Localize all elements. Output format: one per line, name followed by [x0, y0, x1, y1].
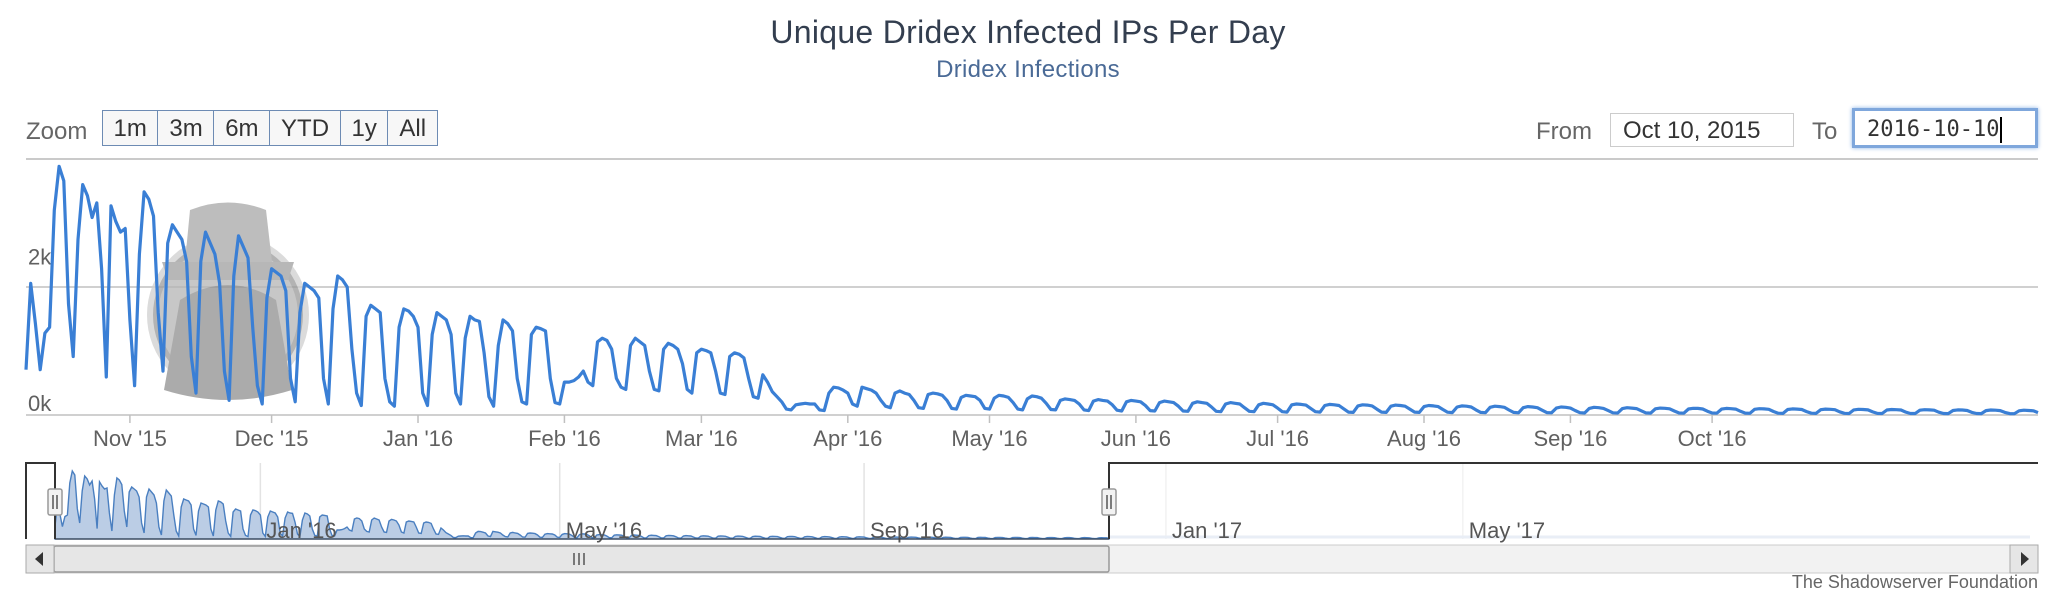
x-tick-label: Jul '16: [1246, 426, 1309, 451]
navigator-right-handle[interactable]: [1101, 488, 1117, 516]
scrollbar-thumb[interactable]: [53, 545, 1110, 573]
x-tick-label: Aug '16: [1387, 426, 1461, 451]
navigator[interactable]: Jan '16 May '16 Sep '16 Jan '17 May '17: [25, 462, 2038, 543]
to-label: To: [1812, 118, 1838, 145]
zoom-all-button[interactable]: All: [387, 110, 439, 146]
navigator-area: [54, 469, 1110, 540]
to-date-value: 2016-10-10: [1867, 117, 2000, 142]
x-tick-label: Jan '16: [383, 426, 453, 451]
x-tick-label: Jun '16: [1101, 426, 1171, 451]
navigator-left-handle[interactable]: [47, 488, 63, 516]
zoom-ytd-button[interactable]: YTD: [269, 110, 342, 146]
zoom-6m-button[interactable]: 6m: [213, 110, 271, 146]
to-date-input[interactable]: 2016-10-10: [1852, 108, 2038, 148]
arrow-left-icon: [35, 552, 43, 566]
from-label: From: [1536, 118, 1592, 145]
x-tick-label: Nov '15: [93, 426, 167, 451]
scroll-left-button[interactable]: [25, 544, 55, 574]
x-tick-label: Sep '16: [1533, 426, 1607, 451]
navigator-tick-label: Jan '17: [1172, 518, 1242, 543]
x-tick-label: May '16: [951, 426, 1027, 451]
scrollbar[interactable]: [25, 544, 2039, 574]
series-line: [24, 164, 2039, 416]
x-tick-label: Apr '16: [813, 426, 882, 451]
y-tick-label: 0k: [28, 391, 52, 416]
scroll-right-button[interactable]: [2009, 544, 2039, 574]
from-date-value: Oct 10, 2015: [1623, 117, 1761, 144]
zoom-1y-button[interactable]: 1y: [339, 110, 389, 146]
x-tick-label: Mar '16: [665, 426, 738, 451]
zoom-label: Zoom: [26, 118, 88, 145]
chart-subtitle: Dridex Infections: [936, 56, 1120, 83]
series-group: [24, 164, 2039, 416]
scrollbar-grip-icon: [573, 553, 585, 565]
chart-title: Unique Dridex Infected IPs Per Day: [770, 14, 1286, 50]
x-axis-ticks: Nov '15 Dec '15 Jan '16 Feb '16 Mar '16 Apr '…: [93, 415, 1747, 451]
text-caret: [2000, 117, 2003, 143]
zoom-3m-button[interactable]: 3m: [157, 110, 215, 146]
x-tick-label: Dec '15: [235, 426, 309, 451]
navigator-tick-label: May '17: [1469, 518, 1545, 543]
x-tick-label: Feb '16: [528, 426, 601, 451]
arrow-right-icon: [2021, 552, 2029, 566]
y-axis-ticks: 0k 2k: [28, 245, 52, 416]
shadowserver-logo-watermark: [147, 202, 309, 400]
navigator-outside-mask: [1109, 463, 2038, 539]
from-date-input[interactable]: Oct 10, 2015: [1610, 113, 1794, 147]
credits-text: The Shadowserver Foundation: [1791, 572, 2038, 592]
zoom-button-group: 1m 3m 6m YTD 1y All: [101, 110, 439, 146]
x-tick-label: Oct '16: [1678, 426, 1747, 451]
y-tick-label: 2k: [28, 245, 52, 270]
